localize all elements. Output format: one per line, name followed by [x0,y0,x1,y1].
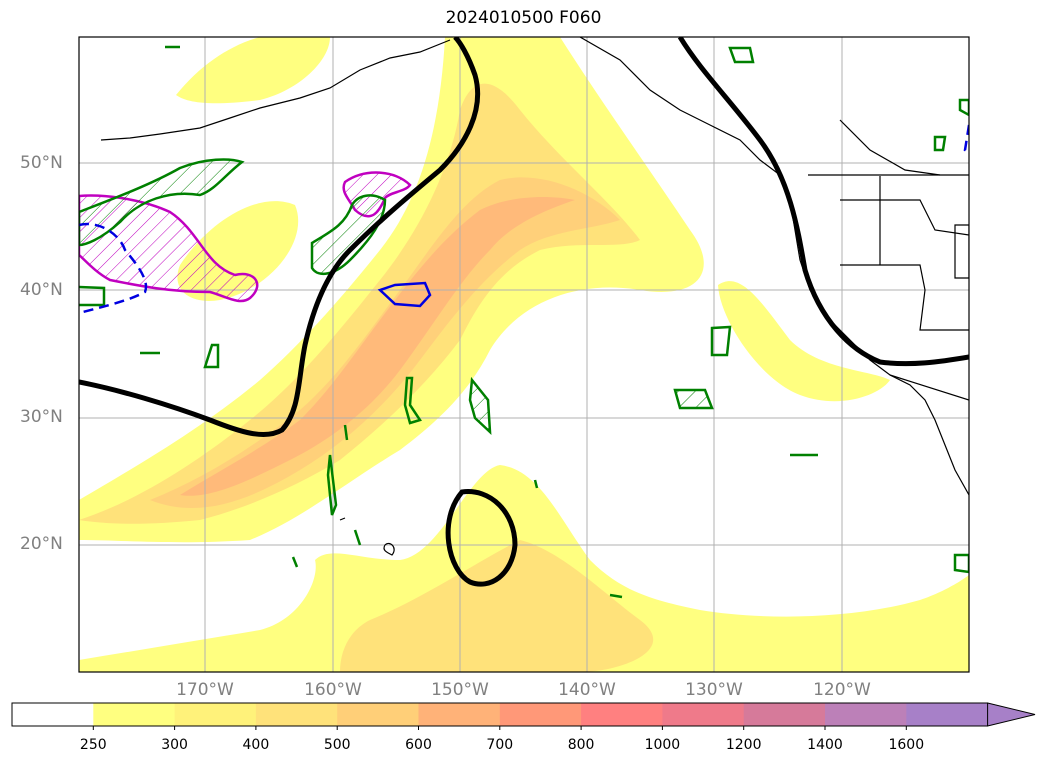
ivt-level-300b [340,540,654,672]
colorbar-tick-label: 1000 [644,737,681,753]
colorbar [11,702,1036,730]
colorbar-tick-label: 700 [486,737,514,753]
colorbar-tick-label: 1600 [888,737,925,753]
lat-label: 50°N [20,153,63,173]
lat-label: 20°N [20,534,63,554]
colorbar-segment [174,703,257,726]
lon-label: 170°W [176,680,234,700]
plot-frame [78,36,970,673]
colorbar-segment [12,703,94,726]
height-contours [79,37,969,587]
map-title: 2024010500 F060 [445,8,602,28]
blue-contours [79,124,969,315]
colorbar-segment [499,703,582,726]
colorbar-segment [825,703,907,726]
colorbar-tick-label: 1200 [725,737,762,753]
plot-area [79,37,969,672]
colorbar-tick-label: 600 [405,737,432,753]
green-contours [79,45,969,599]
colorbar-tick-label: 800 [567,737,595,753]
colorbar-segment [255,703,338,726]
colorbar-tick-label: 500 [323,737,351,753]
ivt-level-250c [176,37,330,104]
colorbar-segment [337,703,419,726]
colorbar-extend-arrow [987,702,1036,727]
colorbar-tick-label: 1400 [807,737,843,753]
colorbar-segment [743,703,826,726]
lat-label: 30°N [20,407,63,427]
lon-label: 130°W [685,680,743,700]
lon-label: 120°W [813,680,871,700]
lon-label: 150°W [431,680,489,700]
colorbar-segment [581,703,663,726]
colorbar-tick-label: 400 [242,737,270,753]
colorbar-segment [93,703,176,726]
lon-label: 140°W [558,680,616,700]
colorbar-tick-label: 300 [161,737,188,753]
ivt-level-600 [180,197,575,496]
colorbar-tick-label: 250 [79,737,107,753]
lon-label: 160°W [304,680,362,700]
ivt-level-250e [718,281,890,402]
colorbar-segment [906,703,989,726]
lat-label: 40°N [20,280,63,300]
colorbar-segment [418,703,501,726]
colorbar-segment [662,703,745,726]
